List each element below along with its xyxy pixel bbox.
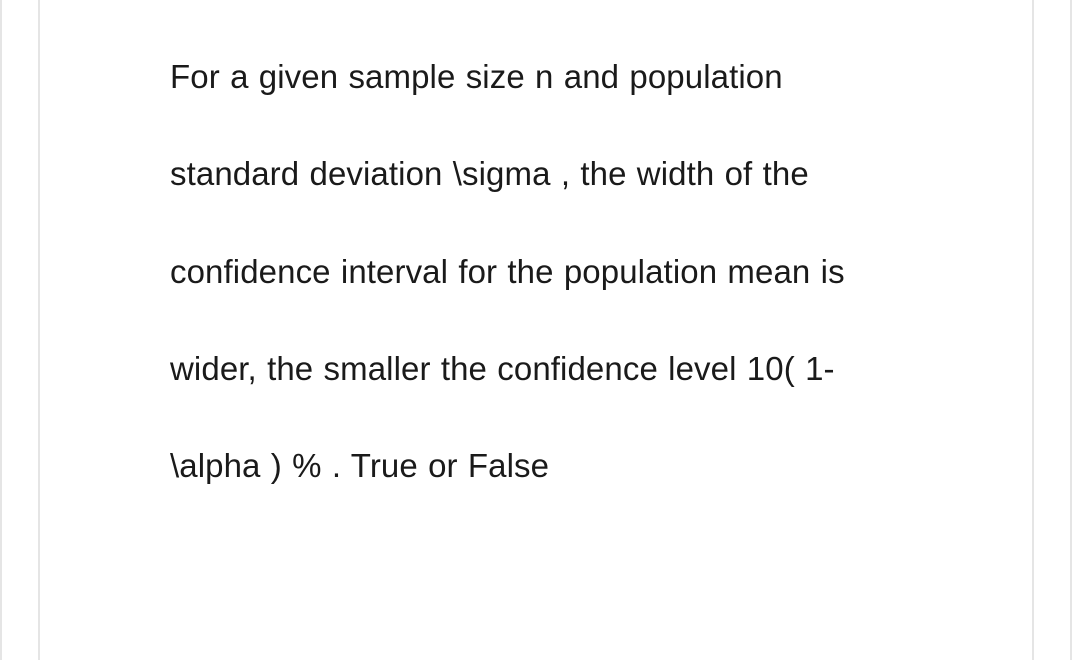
question-panel: For a given sample size n and population… xyxy=(38,0,1034,660)
question-text: For a given sample size n and population… xyxy=(170,28,912,515)
page-frame: For a given sample size n and population… xyxy=(0,0,1072,660)
